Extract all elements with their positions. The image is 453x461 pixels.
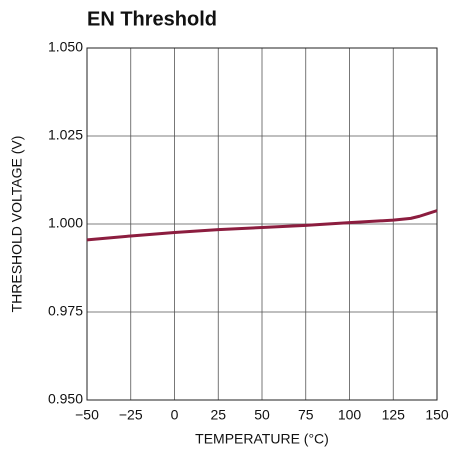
x-tick-label: 0 [171, 407, 179, 423]
y-tick-label: 0.975 [48, 303, 83, 319]
x-tick-label: 100 [338, 407, 362, 423]
x-tick-label: 25 [210, 407, 226, 423]
x-tick-label: 150 [425, 407, 449, 423]
y-tick-label: 1.000 [48, 215, 83, 231]
y-tick-label: 1.025 [48, 127, 83, 143]
plot-frame [86, 47, 438, 401]
chart-title: EN Threshold [87, 8, 217, 30]
x-tick-label: 50 [254, 407, 270, 423]
y-axis-label: THRESHOLD VOLTAGE (V) [9, 136, 25, 313]
x-tick-label: −25 [119, 407, 143, 423]
x-tick-label: 75 [298, 407, 314, 423]
x-tick-label: −50 [75, 407, 99, 423]
y-tick-label: 1.050 [48, 39, 83, 55]
data-line [86, 209, 438, 242]
y-tick-label: 0.950 [48, 391, 83, 407]
x-tick-label: 125 [382, 407, 406, 423]
x-axis-label: TEMPERATURE (°C) [195, 431, 329, 447]
